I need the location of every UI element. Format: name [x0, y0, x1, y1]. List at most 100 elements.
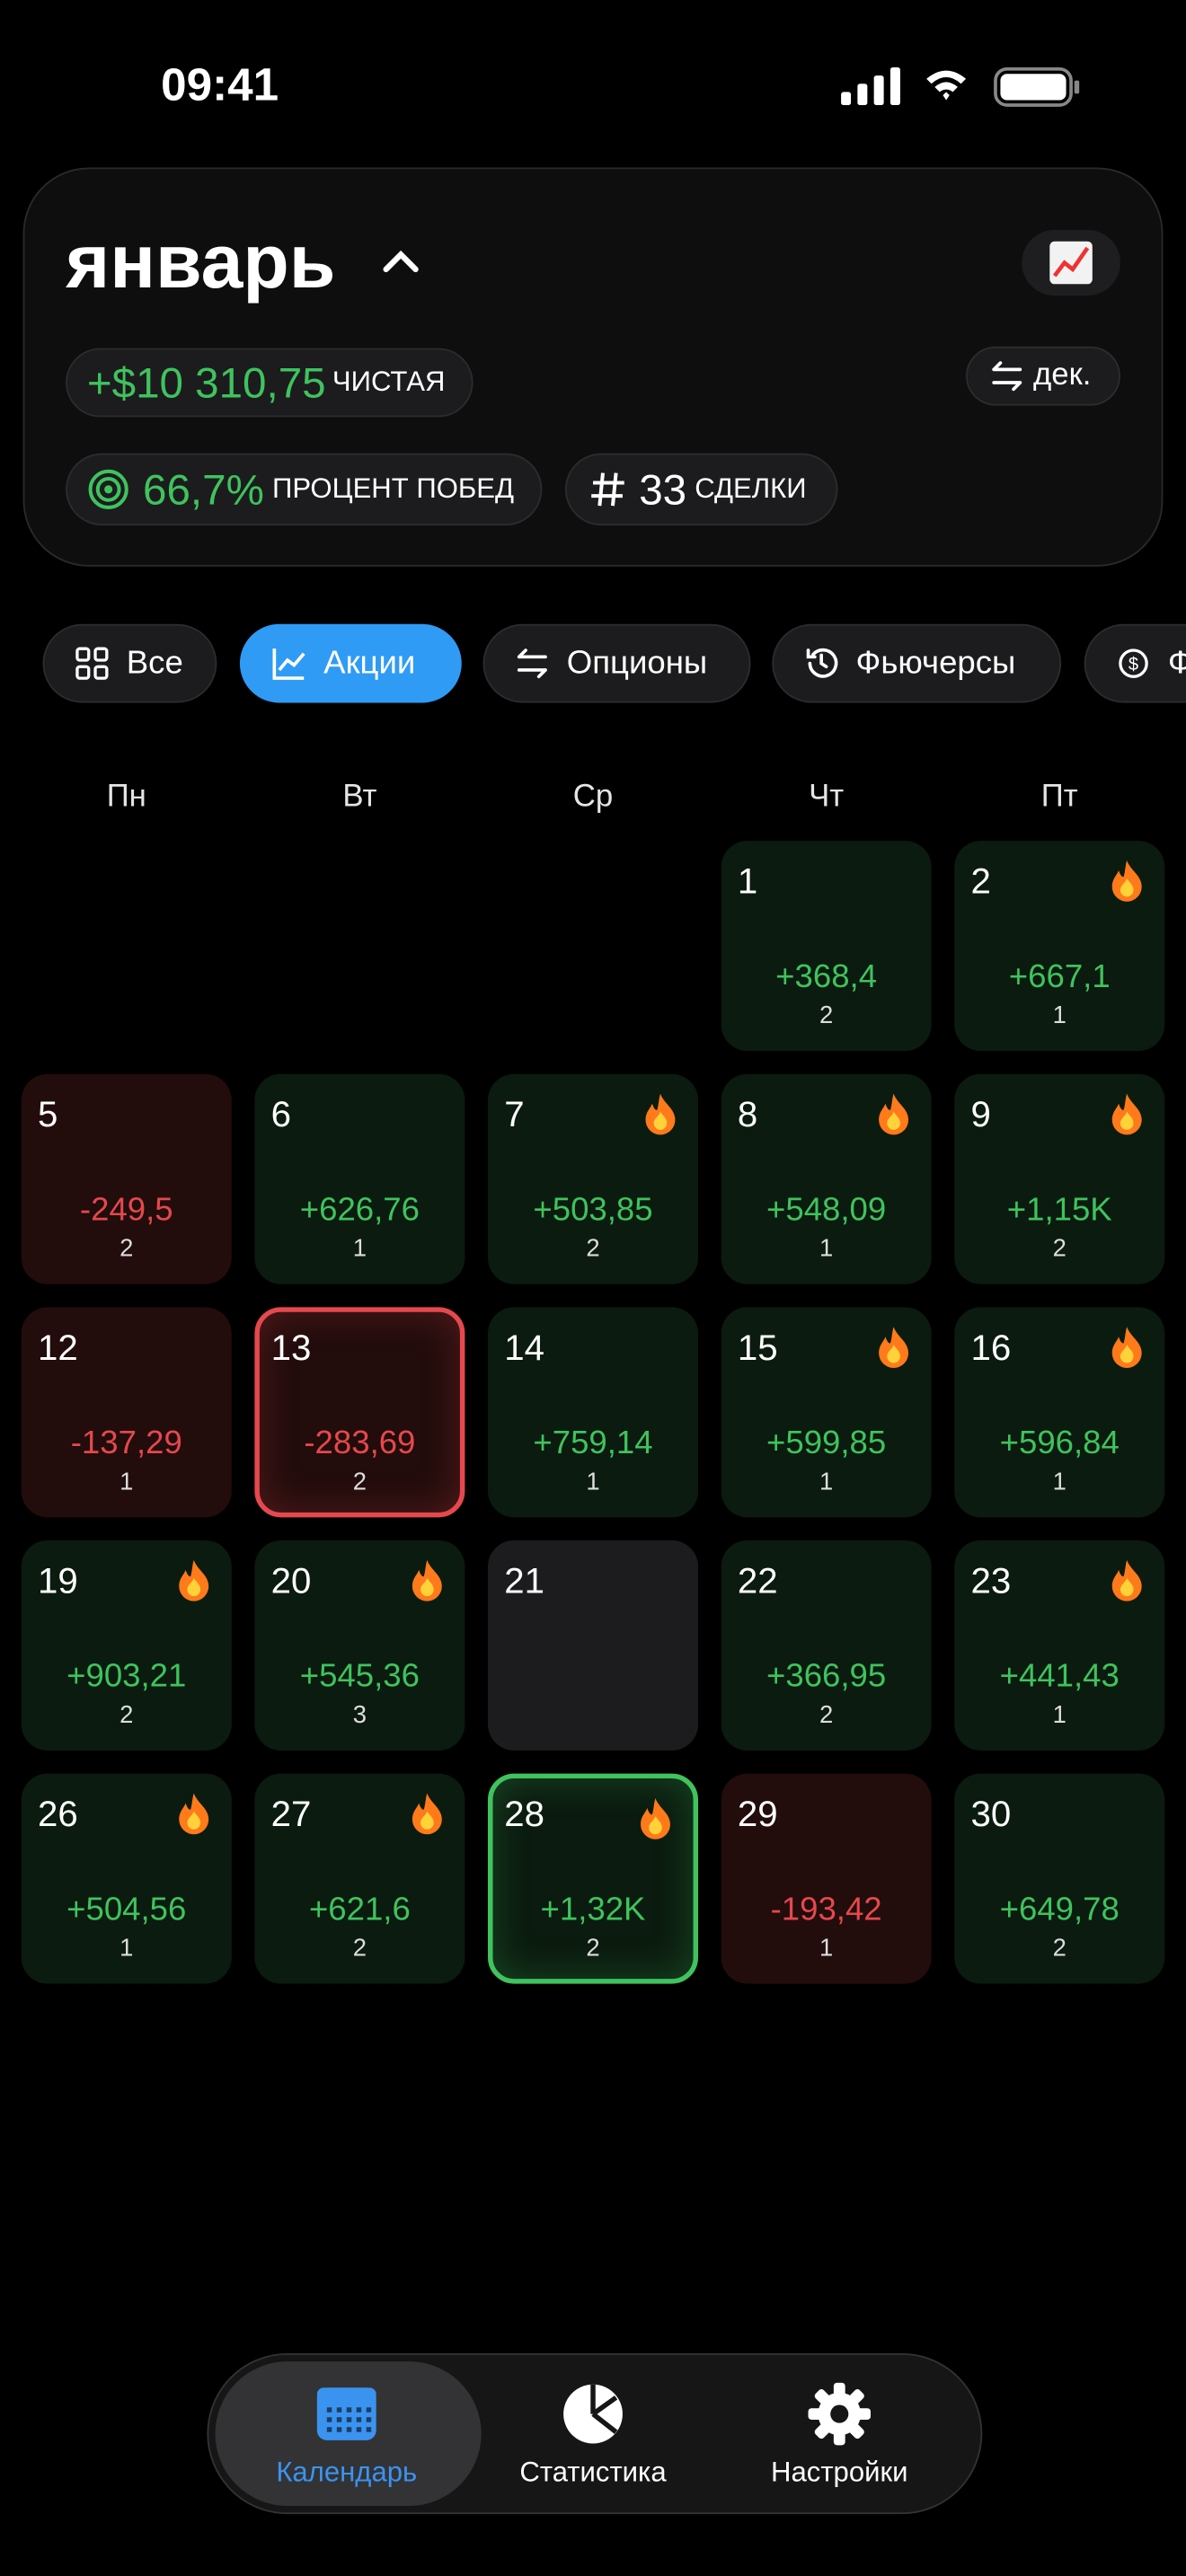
day-trades: 1: [1052, 1468, 1067, 1496]
day-cell[interactable]: 12 -137,29 1: [21, 1307, 232, 1518]
day-cell[interactable]: 22 +366,95 2: [721, 1539, 932, 1751]
chart-button[interactable]: [1022, 229, 1120, 296]
filter-label[interactable]: Акции: [323, 644, 416, 681]
day-trades: 1: [352, 1234, 367, 1263]
day-trades: 1: [819, 1468, 834, 1496]
net-label: ЧИСТАЯ: [332, 366, 446, 398]
fire-icon: [1111, 1327, 1142, 1368]
filter-label[interactable]: Опционы: [566, 644, 708, 681]
day-trades: 2: [352, 1934, 367, 1963]
day-number: 26: [38, 1793, 78, 1835]
filter-chip[interactable]: Акции: [239, 623, 462, 703]
day-number: 9: [970, 1093, 991, 1135]
day-number: 1: [737, 860, 758, 902]
prev-month-button[interactable]: дек.: [966, 346, 1120, 406]
day-number: 13: [270, 1327, 312, 1368]
day-trades: 2: [586, 1934, 600, 1963]
weekday: Вт: [342, 780, 377, 815]
day-pnl: +621,6: [308, 1892, 411, 1928]
day-trades: 2: [119, 1234, 134, 1263]
day-number: 22: [737, 1559, 778, 1601]
trades-pill: 33 СДЕЛКИ: [564, 453, 838, 526]
fire-icon: [412, 1559, 442, 1601]
fire-icon: [879, 1093, 909, 1135]
fire-icon: [1111, 1093, 1142, 1135]
day-pnl: +504,56: [66, 1892, 187, 1928]
tab-label[interactable]: Статистика: [519, 2457, 667, 2488]
fire-icon: [641, 1797, 670, 1839]
day-cell[interactable]: 1 +368,4 2: [721, 841, 932, 1052]
day-number: 20: [270, 1559, 312, 1601]
day-trades: 1: [1052, 1701, 1067, 1730]
tab[interactable]: Настройки: [708, 2378, 971, 2492]
day-pnl: +903,21: [66, 1658, 187, 1695]
status-time: 09:41: [161, 58, 279, 110]
day-cell[interactable]: 7 +503,85 2: [488, 1073, 699, 1284]
day-pnl: +667,1: [1008, 958, 1111, 995]
month-title[interactable]: январь: [66, 218, 336, 304]
fire-icon: [879, 1327, 909, 1368]
day-cell[interactable]: 16 +596,84 1: [954, 1307, 1165, 1518]
day-cell[interactable]: 19 +903,21 2: [21, 1539, 232, 1751]
day-trades: 3: [352, 1701, 367, 1730]
day-pnl: +599,85: [766, 1425, 887, 1462]
day-cell[interactable]: 29 -193,42 1: [721, 1773, 932, 1984]
tab-icon: [560, 2381, 625, 2455]
prev-month[interactable]: дек.: [1033, 357, 1092, 393]
day-pnl: +366,95: [766, 1658, 887, 1695]
day-pnl: -249,5: [79, 1192, 173, 1229]
day-pnl: -193,42: [770, 1892, 882, 1928]
day-number: 23: [970, 1559, 1012, 1601]
day-number: 6: [270, 1093, 292, 1135]
tab-label[interactable]: Календарь: [276, 2457, 418, 2488]
fire-icon: [412, 1793, 442, 1835]
weekday: Пн: [106, 780, 146, 815]
day-pnl: +441,43: [999, 1658, 1120, 1695]
day-cell[interactable]: 6 +626,76 1: [254, 1073, 465, 1284]
day-cell[interactable]: 15 +599,85 1: [721, 1307, 932, 1518]
filter-label[interactable]: Все: [126, 644, 183, 681]
day-cell[interactable]: 2 +667,1 1: [954, 841, 1165, 1052]
tab[interactable]: Статистика: [462, 2378, 725, 2492]
day-trades: 1: [819, 1934, 834, 1963]
day-cell[interactable]: 13 -283,69 2: [254, 1307, 465, 1518]
day-trades: 2: [819, 1701, 834, 1730]
day-cell[interactable]: 27 +621,6 2: [254, 1773, 465, 1984]
day-trades: 2: [352, 1468, 367, 1496]
day-cell[interactable]: 26 +504,56 1: [21, 1773, 232, 1984]
fire-icon: [179, 1793, 209, 1835]
day-pnl: +503,85: [533, 1192, 653, 1229]
tab[interactable]: Календарь: [216, 2378, 479, 2492]
filter-chip[interactable]: $Ф: [1084, 623, 1186, 703]
weekday: Ср: [572, 780, 614, 815]
day-cell[interactable]: 9 +1,15K 2: [954, 1073, 1165, 1284]
filter-chip[interactable]: Опционы: [482, 623, 751, 703]
day-cell[interactable]: 28 +1,32K 2: [488, 1773, 699, 1984]
trades-label: СДЕЛКИ: [695, 472, 807, 505]
day-trades: 2: [586, 1234, 600, 1263]
filter-chip[interactable]: Фьючерсы: [772, 623, 1062, 703]
day-number: 8: [737, 1093, 758, 1135]
day-cell[interactable]: 23 +441,43 1: [954, 1539, 1165, 1751]
filter-chip[interactable]: Все: [42, 623, 217, 703]
weekday: Чт: [809, 780, 845, 815]
day-number: 14: [504, 1327, 545, 1368]
filter-label[interactable]: Ф: [1168, 645, 1186, 683]
day-cell[interactable]: 21: [488, 1539, 699, 1751]
tab-label[interactable]: Настройки: [771, 2457, 908, 2488]
fire-icon: [1111, 1559, 1142, 1601]
day-cell[interactable]: 20 +545,36 3: [254, 1539, 465, 1751]
day-cell[interactable]: 14 +759,14 1: [488, 1307, 699, 1518]
day-cell[interactable]: 8 +548,09 1: [721, 1073, 932, 1284]
day-trades: 2: [119, 1701, 134, 1730]
day-pnl: +545,36: [299, 1658, 420, 1695]
day-trades: 1: [586, 1468, 600, 1496]
day-cell[interactable]: 5 -249,5 2: [21, 1073, 232, 1284]
day-cell[interactable]: 30 +649,78 2: [954, 1773, 1165, 1984]
day-pnl: +1,32K: [540, 1892, 646, 1928]
filter-label[interactable]: Фьючерсы: [855, 644, 1016, 681]
day-pnl: -283,69: [304, 1425, 416, 1462]
day-pnl: +1,15K: [1006, 1192, 1112, 1229]
day-pnl: +626,76: [299, 1192, 420, 1229]
day-number: 16: [970, 1327, 1012, 1368]
